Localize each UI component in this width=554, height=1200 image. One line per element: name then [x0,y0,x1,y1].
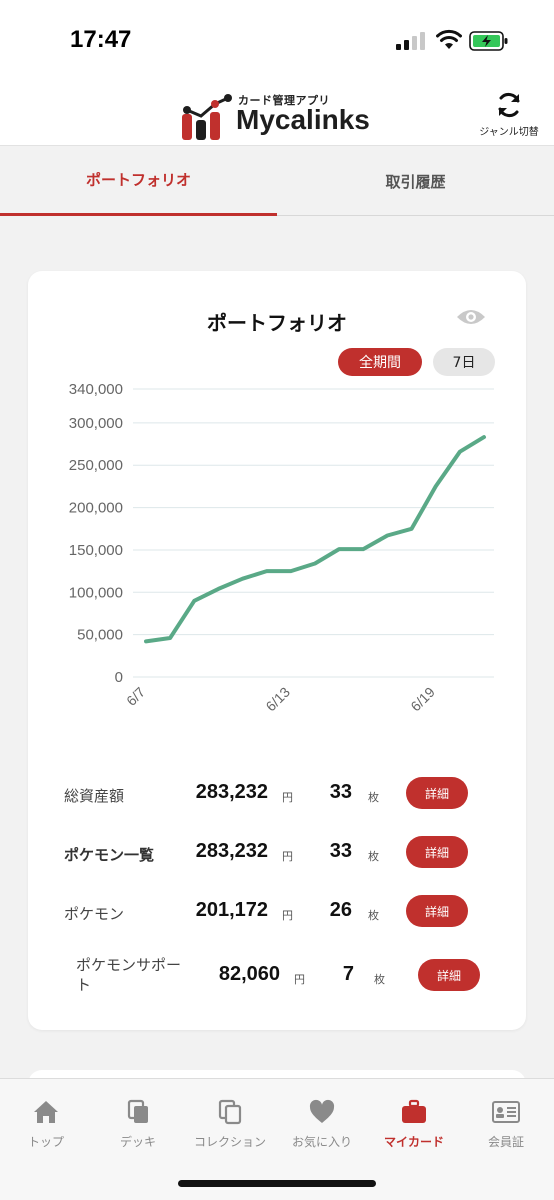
stat-unit: 円 [282,909,293,922]
battery-charging-icon [469,31,508,51]
y-tick-label: 250,000 [69,457,123,474]
nav-member-card[interactable]: 会員証 [460,1099,552,1155]
logo-name: Mycalinks [236,104,370,135]
nav-label: マイカード [383,1135,444,1149]
stat-value: 283,232 [195,840,268,862]
stat-unit: 円 [282,791,293,804]
x-tick-label: 6/13 [262,684,293,715]
stat-row-pokemon-support: ポケモンサポート 82,060 円 7 枚 詳細 [28,956,526,997]
range-all-button[interactable]: 全期間 [338,348,422,376]
stat-count-unit: 枚 [374,973,385,986]
y-tick-label: 150,000 [69,542,123,559]
detail-button[interactable]: 詳細 [406,777,468,809]
stat-row-total: 総資産額 283,232 円 33 枚 詳細 [28,775,526,815]
stat-label: 総資産額 [64,787,125,805]
heart-icon [309,1099,335,1123]
portfolio-card: ポートフォリオ 全期間 7日 0 50,000 100,000 150,000 200,… [28,271,526,1030]
nav-label: 会員証 [487,1135,524,1149]
nav-label: デッキ [119,1135,156,1149]
portfolio-line-chart: 0 50,000 100,000 150,000 200,000 250,000 300,0… [69,381,494,715]
stat-label: ポケモンサポート [76,956,182,994]
eye-icon[interactable] [456,307,486,327]
y-tick-label: 0 [115,669,123,686]
y-tick-label: 300,000 [69,415,123,432]
status-bar: 17:47 [0,0,554,80]
nav-my-cards[interactable]: マイカード [368,1099,460,1155]
tab-transaction-history[interactable]: 取引履歴 [385,172,446,191]
app-header: カード管理アプリ Mycalinks ジャンル切替 [0,80,554,146]
stat-count: 33 [329,840,352,862]
stat-value: 82,060 [218,963,280,985]
stat-label: ポケモン一覧 [64,846,155,864]
stat-unit: 円 [282,850,293,863]
nav-deck[interactable]: デッキ [92,1099,184,1155]
tab-portfolio[interactable]: ポートフォリオ [0,146,277,216]
nav-top[interactable]: トップ [0,1099,92,1155]
genre-switch-label: ジャンル切替 [479,127,539,138]
stat-value: 201,172 [195,899,268,921]
x-tick-label: 6/19 [407,684,438,715]
home-indicator [178,1180,376,1187]
bottom-navigation: トップ デッキ コレクション お気に入り マイカード [0,1078,554,1200]
status-time: 17:47 [70,26,132,53]
refresh-icon [498,93,520,117]
portfolio-title: ポートフォリオ [207,311,347,335]
stat-row-pokemon-list: ポケモン一覧 283,232 円 33 枚 詳細 [28,834,526,874]
stat-count-unit: 枚 [368,909,379,922]
logo-subtitle: カード管理アプリ [238,95,330,107]
stat-count: 33 [329,781,352,803]
nav-label: お気に入り [291,1135,352,1149]
stat-count: 26 [329,899,352,921]
nav-label: コレクション [193,1135,266,1149]
series-line [144,435,486,644]
range-7d-button[interactable]: 7日 [433,348,495,376]
stat-row-pokemon: ポケモン 201,172 円 26 枚 詳細 [28,893,526,933]
logo-mark-icon [182,94,232,140]
tab-bar: ポートフォリオ 取引履歴 [0,146,554,216]
briefcase-icon [402,1099,426,1123]
detail-button[interactable]: 詳細 [406,836,468,868]
y-tick-label: 50,000 [77,627,123,644]
stat-count: 7 [342,963,354,985]
collection-icon [218,1099,242,1125]
app-logo: カード管理アプリ Mycalinks [180,90,380,142]
genre-switch-button[interactable]: ジャンル切替 [474,90,544,142]
nav-collection[interactable]: コレクション [184,1099,276,1155]
x-tick-label: 6/7 [123,684,148,709]
detail-button[interactable]: 詳細 [406,895,468,927]
y-tick-label: 340,000 [69,381,123,398]
wifi-icon [436,29,462,49]
home-icon [34,1101,58,1123]
stat-label: ポケモン [64,905,125,923]
cellular-signal-icon [396,32,425,50]
stat-value: 283,232 [195,781,268,803]
deck-icon [127,1099,148,1123]
stat-count-unit: 枚 [368,850,379,863]
member-card-icon [492,1101,520,1123]
y-tick-label: 100,000 [69,584,123,601]
nav-label: トップ [27,1135,64,1149]
detail-button[interactable]: 詳細 [418,959,480,991]
nav-favorites[interactable]: お気に入り [276,1099,368,1155]
stat-count-unit: 枚 [368,791,379,804]
y-tick-label: 200,000 [69,500,123,517]
stat-unit: 円 [294,973,305,986]
